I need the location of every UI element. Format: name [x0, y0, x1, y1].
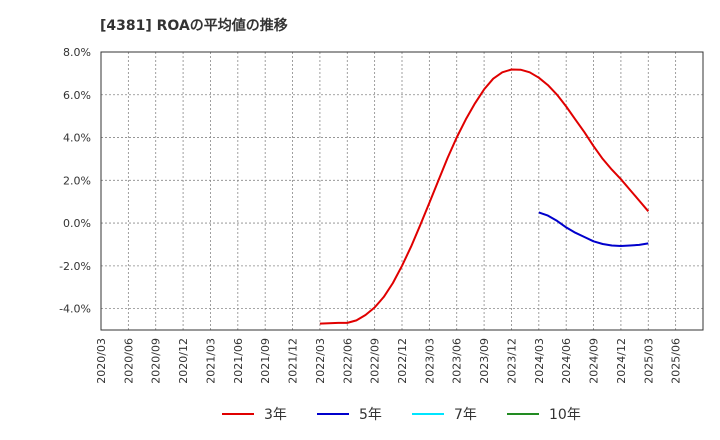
- x-tick-label: 2022/03: [314, 338, 327, 384]
- x-tick-label: 2025/06: [670, 338, 683, 384]
- x-tick-label: 2022/12: [396, 338, 409, 384]
- plot-frame: [100, 51, 704, 331]
- legend-label: 7年: [454, 407, 477, 423]
- x-tick-label: 2021/03: [204, 338, 217, 384]
- grid: [100, 51, 704, 330]
- x-tick-label: 2023/09: [478, 338, 491, 384]
- x-tick-label: 2021/09: [259, 338, 272, 384]
- x-tick-label: 2023/03: [423, 338, 436, 384]
- x-tick-label: 2023/06: [451, 338, 464, 384]
- x-tick-label: 2020/09: [150, 338, 163, 384]
- legend-label: 5年: [359, 407, 382, 423]
- legend: 3年 5年 7年 10年: [222, 407, 581, 423]
- x-tick-label: 2024/12: [615, 338, 628, 384]
- y-tick-label: 8.0%: [63, 46, 91, 59]
- legend-label: 3年: [264, 407, 287, 423]
- x-axis-ticks: 2020/03 2020/06 2020/09 2020/12 2021/03 2021/…: [95, 338, 683, 384]
- x-tick-label: 2022/06: [341, 338, 354, 384]
- x-tick-label: 2020/03: [95, 338, 108, 384]
- y-axis-ticks: 8.0% 6.0% 4.0% 2.0% 0.0% -2.0% -4.0%: [59, 46, 91, 316]
- y-tick-label: -4.0%: [59, 303, 91, 316]
- series-line: [319, 68, 650, 325]
- x-tick-label: 2022/09: [369, 338, 382, 384]
- y-tick-label: 4.0%: [63, 132, 91, 145]
- y-tick-label: 6.0%: [63, 89, 91, 102]
- x-tick-label: 2021/06: [232, 338, 245, 384]
- chart-title: [4381] ROAの平均値の推移: [100, 17, 288, 34]
- x-tick-label: 2024/09: [588, 338, 601, 384]
- y-tick-label: 2.0%: [63, 174, 91, 187]
- x-tick-label: 2021/12: [287, 338, 300, 384]
- x-tick-label: 2024/06: [560, 338, 573, 384]
- x-tick-label: 2023/12: [505, 338, 518, 384]
- x-tick-label: 2024/03: [533, 338, 546, 384]
- series-line: [538, 211, 649, 247]
- y-tick-label: -2.0%: [59, 260, 91, 273]
- y-tick-label: 0.0%: [63, 217, 91, 230]
- legend-label: 10年: [549, 407, 581, 423]
- x-tick-label: 2025/03: [642, 338, 655, 384]
- x-tick-label: 2020/06: [122, 338, 135, 384]
- x-tick-label: 2020/12: [177, 338, 190, 384]
- series-lines: [319, 68, 650, 325]
